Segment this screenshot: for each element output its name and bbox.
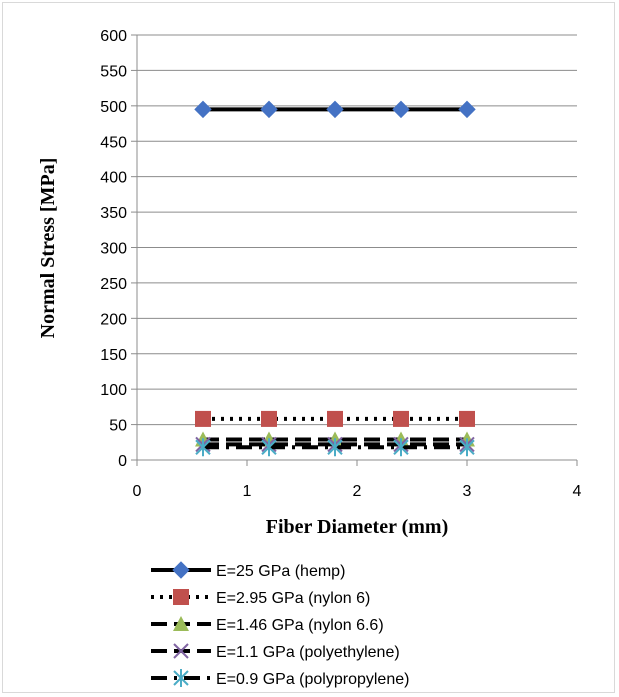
series-0 bbox=[194, 100, 476, 119]
data-point-0-2 bbox=[326, 100, 344, 119]
legend-swatch-marker-1 bbox=[173, 589, 189, 605]
data-point-0-1 bbox=[260, 100, 278, 119]
data-point-1-4 bbox=[459, 410, 475, 427]
x-tick-label-3: 3 bbox=[463, 483, 472, 500]
data-point-4-2 bbox=[327, 438, 343, 457]
y-tick-labels: 0 50 100 150 200 250 300 350 400 450 500 550 600 bbox=[100, 28, 127, 470]
series-1 bbox=[195, 410, 475, 427]
series-4 bbox=[195, 438, 475, 457]
y-tick-label-250: 250 bbox=[100, 276, 127, 293]
y-tick-label-350: 350 bbox=[100, 205, 127, 222]
legend-entry-1: E=2.95 GPa (nylon 6) bbox=[151, 589, 370, 607]
y-tick-label-550: 550 bbox=[100, 63, 127, 80]
y-tick-label-500: 500 bbox=[100, 99, 127, 116]
data-point-1-2 bbox=[327, 410, 343, 427]
grid-lines bbox=[137, 34, 577, 426]
data-point-0-0 bbox=[194, 100, 212, 119]
data-point-0-4 bbox=[458, 100, 476, 119]
legend-swatch-marker-2 bbox=[173, 616, 189, 631]
x-tick-label-0: 0 bbox=[133, 483, 142, 500]
legend-swatch-marker-0 bbox=[172, 561, 190, 579]
legend-label-1: E=2.95 GPa (nylon 6) bbox=[216, 590, 370, 607]
y-tick-label-300: 300 bbox=[100, 241, 127, 258]
y-tick-label-0: 0 bbox=[118, 453, 127, 470]
data-point-1-3 bbox=[393, 410, 409, 427]
y-tick-label-400: 400 bbox=[100, 170, 127, 187]
data-point-1-0 bbox=[195, 410, 211, 427]
legend-swatch-marker-3 bbox=[173, 643, 189, 659]
legend-entry-4: E=0.9 GPa (polypropylene) bbox=[151, 669, 409, 688]
data-point-4-4 bbox=[459, 438, 475, 457]
y-tick-label-200: 200 bbox=[100, 311, 127, 328]
legend-label-4: E=0.9 GPa (polypropylene) bbox=[216, 671, 409, 688]
x-tick-label-2: 2 bbox=[353, 483, 362, 500]
legend: E=25 GPa (hemp) E=2.95 GPa (nylon 6) E=1.4… bbox=[151, 561, 409, 688]
y-tick-label-600: 600 bbox=[100, 28, 127, 45]
legend-entry-2: E=1.46 GPa (nylon 6.6) bbox=[151, 616, 384, 634]
legend-entry-0: E=25 GPa (hemp) bbox=[151, 561, 345, 580]
legend-swatch-marker-4 bbox=[173, 669, 189, 687]
x-tick-labels: 0 1 2 3 4 bbox=[133, 483, 582, 500]
x-axis-title: Fiber Diameter (mm) bbox=[266, 516, 449, 538]
data-point-1-1 bbox=[261, 410, 277, 427]
y-tick-label-450: 450 bbox=[100, 134, 127, 151]
legend-label-3: E=1.1 GPa (polyethylene) bbox=[216, 644, 400, 661]
y-axis-title: Normal Stress [MPa] bbox=[37, 158, 59, 339]
data-point-0-3 bbox=[392, 100, 410, 119]
x-tick-label-4: 4 bbox=[573, 483, 582, 500]
legend-label-0: E=25 GPa (hemp) bbox=[216, 563, 345, 580]
data-point-4-1 bbox=[261, 438, 277, 457]
legend-label-2: E=1.46 GPa (nylon 6.6) bbox=[216, 617, 384, 634]
y-tick-label-150: 150 bbox=[100, 347, 127, 364]
y-tick-label-100: 100 bbox=[100, 382, 127, 399]
x-tick-label-1: 1 bbox=[243, 483, 252, 500]
data-point-4-0 bbox=[195, 438, 211, 457]
plot-series bbox=[194, 100, 476, 457]
data-point-4-3 bbox=[393, 438, 409, 457]
axes bbox=[131, 34, 578, 466]
legend-entry-3: E=1.1 GPa (polyethylene) bbox=[151, 643, 400, 661]
y-tick-label-50: 50 bbox=[109, 418, 127, 435]
